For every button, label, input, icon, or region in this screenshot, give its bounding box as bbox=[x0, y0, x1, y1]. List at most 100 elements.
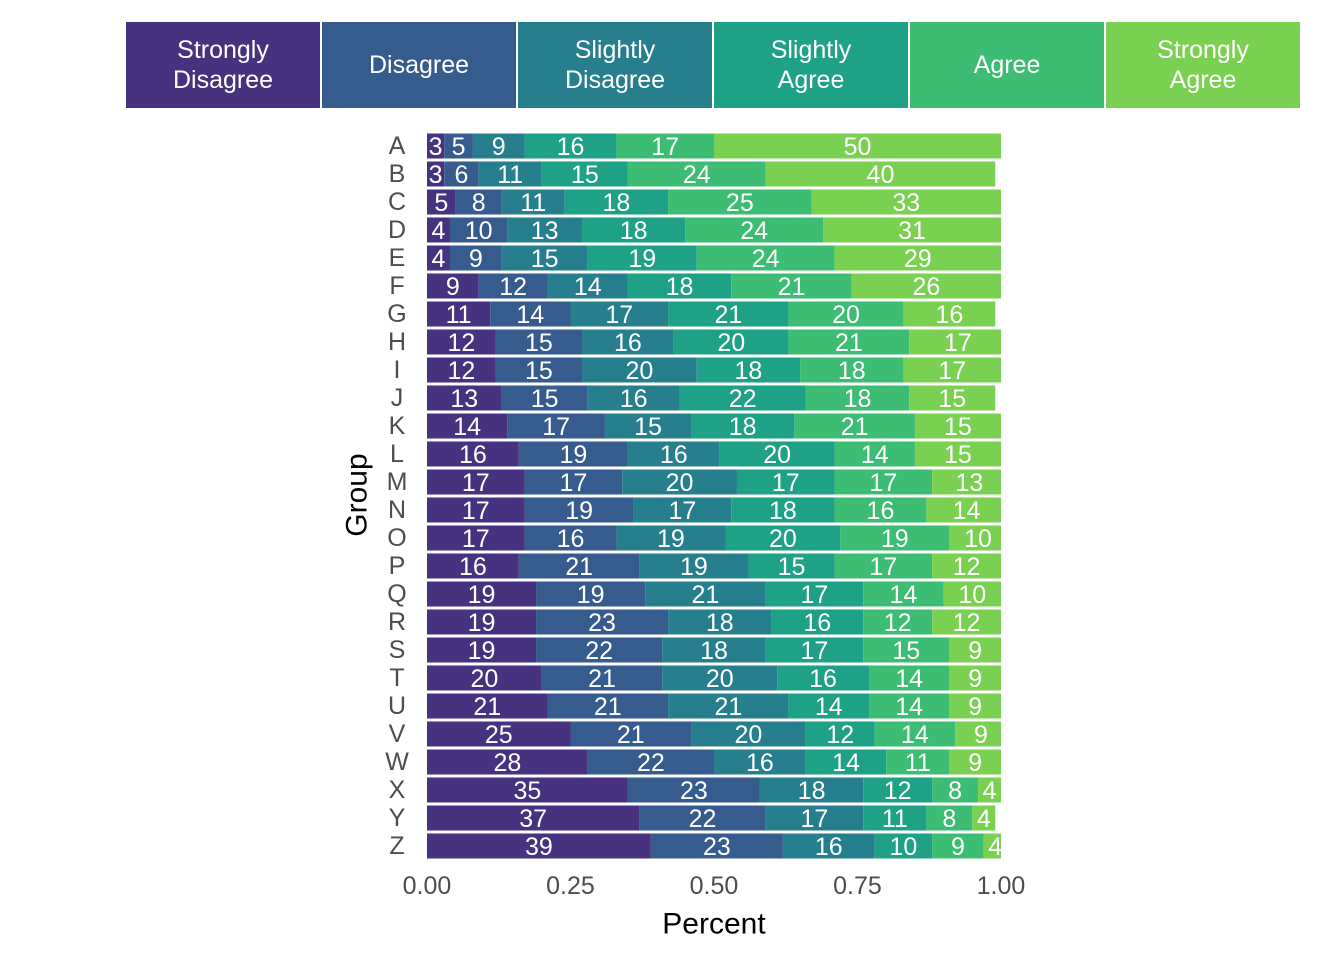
bar-segment bbox=[909, 329, 1001, 355]
data-label: 22 bbox=[729, 385, 757, 413]
data-label: 4 bbox=[988, 833, 1002, 861]
data-label: 20 bbox=[769, 525, 797, 553]
data-label: 17 bbox=[938, 357, 966, 385]
bar-segment bbox=[427, 637, 537, 663]
bar-segment bbox=[427, 413, 508, 439]
data-label: 17 bbox=[869, 553, 897, 581]
y-tick-label: X bbox=[389, 776, 406, 804]
y-tick-label: P bbox=[389, 552, 406, 580]
data-label: 22 bbox=[585, 637, 613, 665]
data-label: 15 bbox=[634, 413, 662, 441]
bar-segment bbox=[427, 805, 640, 831]
data-label: 14 bbox=[453, 413, 481, 441]
data-label: 12 bbox=[448, 329, 476, 357]
bar-segment bbox=[955, 721, 1001, 747]
data-label: 20 bbox=[706, 665, 734, 693]
data-label: 20 bbox=[735, 721, 763, 749]
data-label: 12 bbox=[953, 553, 981, 581]
data-label: 12 bbox=[448, 357, 476, 385]
bar-segment bbox=[685, 217, 824, 243]
data-label: 16 bbox=[459, 553, 487, 581]
bar-segment bbox=[840, 525, 950, 551]
bar-segment bbox=[972, 805, 996, 831]
y-tick-label: V bbox=[389, 720, 406, 748]
bar-segment bbox=[978, 777, 1001, 803]
y-tick-label: B bbox=[389, 160, 406, 188]
y-tick-label: Y bbox=[389, 804, 406, 832]
bar-segment bbox=[834, 245, 1001, 271]
bar-segment bbox=[507, 217, 582, 243]
bar-segment bbox=[645, 581, 766, 607]
bar-segment bbox=[427, 273, 479, 299]
data-label: 17 bbox=[605, 301, 633, 329]
data-label: 18 bbox=[735, 357, 763, 385]
data-label: 23 bbox=[588, 609, 616, 637]
bar-segment bbox=[444, 133, 473, 159]
data-label: 9 bbox=[968, 749, 982, 777]
data-label: 18 bbox=[769, 497, 797, 525]
bar-segment bbox=[668, 609, 772, 635]
bar-segment bbox=[863, 777, 933, 803]
data-label: 8 bbox=[948, 777, 962, 805]
data-label: 24 bbox=[752, 245, 780, 273]
data-label: 17 bbox=[651, 133, 679, 161]
y-tick-label: F bbox=[389, 272, 404, 300]
y-tick-label: N bbox=[388, 496, 406, 524]
bar-segment bbox=[805, 721, 875, 747]
bar-segment bbox=[926, 805, 973, 831]
bar-segment bbox=[616, 525, 726, 551]
bar-segment bbox=[932, 553, 1001, 579]
data-label: 15 bbox=[892, 637, 920, 665]
bar-segment bbox=[903, 301, 996, 327]
y-tick-label: Z bbox=[389, 832, 404, 860]
bar-segment bbox=[788, 693, 869, 719]
bar-segment bbox=[731, 497, 835, 523]
bar-segment bbox=[949, 637, 1001, 663]
data-label: 12 bbox=[884, 609, 912, 637]
data-label: 22 bbox=[637, 749, 665, 777]
data-label: 11 bbox=[905, 749, 931, 777]
bar-segment bbox=[427, 441, 519, 467]
y-tick-label: A bbox=[389, 132, 406, 160]
bar-segment bbox=[478, 161, 542, 187]
data-label: 17 bbox=[462, 469, 490, 497]
data-label: 18 bbox=[729, 413, 757, 441]
bar-segment bbox=[536, 581, 646, 607]
data-label: 10 bbox=[890, 833, 918, 861]
y-tick-label: O bbox=[387, 524, 406, 552]
y-tick-label: E bbox=[389, 244, 406, 272]
bar-segment bbox=[627, 441, 720, 467]
data-label: 4 bbox=[977, 805, 991, 833]
bar-segment bbox=[811, 189, 1001, 215]
x-axis-title: Percent bbox=[662, 908, 766, 941]
bar-segment bbox=[788, 329, 910, 355]
data-label: 15 bbox=[571, 161, 599, 189]
bar-segment bbox=[427, 777, 628, 803]
bar-segment bbox=[427, 469, 525, 495]
bar-segment bbox=[725, 525, 841, 551]
bar-segment bbox=[427, 161, 445, 187]
data-label: 21 bbox=[714, 301, 742, 329]
bar-segment bbox=[627, 161, 766, 187]
bar-segment bbox=[524, 497, 634, 523]
bar-segment bbox=[719, 441, 835, 467]
data-label: 17 bbox=[669, 497, 697, 525]
data-label: 18 bbox=[603, 189, 631, 217]
bar-segment bbox=[673, 329, 789, 355]
bar-segment bbox=[874, 721, 956, 747]
bar-segment bbox=[524, 133, 617, 159]
bar-segment bbox=[914, 441, 1001, 467]
bar-segment bbox=[926, 497, 1001, 523]
data-label: 18 bbox=[706, 609, 734, 637]
bar-segment bbox=[518, 553, 640, 579]
data-label: 8 bbox=[472, 189, 486, 217]
bar-segment bbox=[427, 553, 519, 579]
bar-segment bbox=[662, 637, 766, 663]
data-label: 12 bbox=[953, 609, 981, 637]
bar-segment bbox=[501, 189, 565, 215]
data-label: 17 bbox=[801, 581, 829, 609]
bar-segment bbox=[427, 245, 450, 271]
data-label: 9 bbox=[968, 665, 982, 693]
bar-segment bbox=[800, 357, 904, 383]
